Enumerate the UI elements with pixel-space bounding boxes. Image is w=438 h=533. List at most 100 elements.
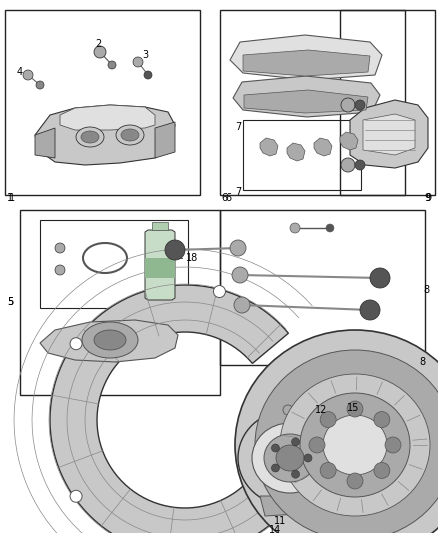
Text: 9: 9 (424, 193, 430, 203)
Circle shape (23, 70, 33, 80)
Ellipse shape (81, 131, 99, 143)
Circle shape (70, 338, 82, 350)
Polygon shape (60, 105, 155, 130)
Text: 1: 1 (7, 193, 13, 203)
Bar (220, 10, 405, 195)
Text: 8: 8 (423, 285, 429, 295)
Text: 5: 5 (7, 297, 13, 307)
Text: 11: 11 (274, 516, 286, 527)
Ellipse shape (300, 393, 410, 497)
Circle shape (94, 46, 106, 58)
Ellipse shape (82, 322, 138, 358)
Circle shape (234, 297, 250, 313)
Circle shape (309, 437, 325, 453)
Bar (145, 258, 175, 278)
Text: 1: 1 (9, 193, 15, 203)
Text: 6: 6 (221, 193, 227, 203)
Polygon shape (340, 132, 358, 150)
Circle shape (355, 160, 365, 170)
Polygon shape (50, 285, 302, 533)
Circle shape (290, 223, 300, 233)
Circle shape (232, 267, 248, 283)
Circle shape (292, 470, 300, 478)
Polygon shape (243, 50, 370, 76)
Circle shape (165, 240, 185, 260)
Text: 8: 8 (419, 357, 425, 367)
Text: 9: 9 (425, 193, 431, 203)
Circle shape (304, 454, 312, 462)
Ellipse shape (264, 434, 316, 482)
Text: 6: 6 (225, 193, 231, 203)
Text: 7: 7 (235, 187, 241, 197)
Circle shape (320, 463, 336, 479)
Circle shape (326, 224, 334, 232)
Circle shape (361, 422, 371, 432)
Ellipse shape (76, 127, 104, 147)
Ellipse shape (94, 330, 126, 350)
Polygon shape (260, 496, 315, 516)
Ellipse shape (121, 129, 139, 141)
Ellipse shape (280, 374, 430, 516)
Circle shape (374, 411, 390, 427)
Text: 5: 5 (7, 297, 13, 307)
Circle shape (272, 464, 279, 472)
Polygon shape (40, 320, 178, 362)
Circle shape (283, 405, 293, 415)
Ellipse shape (255, 350, 438, 533)
Circle shape (347, 401, 363, 417)
Circle shape (272, 444, 279, 452)
Ellipse shape (252, 423, 328, 493)
Circle shape (370, 268, 390, 288)
Text: 18: 18 (186, 253, 198, 263)
Polygon shape (152, 222, 168, 230)
Bar (5, 10, 200, 195)
Text: 15: 15 (347, 403, 359, 413)
Ellipse shape (235, 330, 438, 533)
Polygon shape (35, 128, 55, 158)
Polygon shape (363, 114, 415, 155)
Ellipse shape (323, 415, 387, 475)
Polygon shape (35, 105, 175, 165)
Polygon shape (145, 230, 175, 300)
Circle shape (340, 414, 356, 430)
Circle shape (347, 473, 363, 489)
Circle shape (55, 265, 65, 275)
Bar (220, 210, 425, 365)
Text: 14: 14 (269, 525, 281, 533)
Circle shape (360, 300, 380, 320)
Circle shape (213, 286, 226, 297)
Text: 3: 3 (142, 50, 148, 60)
Circle shape (144, 71, 152, 79)
Polygon shape (233, 76, 380, 117)
Polygon shape (155, 122, 175, 158)
Ellipse shape (238, 410, 342, 506)
Text: 2: 2 (95, 39, 101, 49)
Circle shape (341, 158, 355, 172)
Bar (20, 210, 220, 395)
Circle shape (341, 98, 355, 112)
Text: 7: 7 (235, 122, 241, 132)
Circle shape (385, 437, 401, 453)
Circle shape (55, 243, 65, 253)
Circle shape (230, 240, 246, 256)
Circle shape (108, 61, 116, 69)
Circle shape (36, 81, 44, 89)
Polygon shape (230, 35, 382, 80)
Circle shape (374, 463, 390, 479)
Polygon shape (260, 138, 278, 156)
Ellipse shape (276, 445, 304, 471)
Polygon shape (314, 138, 332, 156)
Circle shape (70, 490, 82, 502)
Polygon shape (350, 100, 428, 168)
Polygon shape (307, 397, 328, 477)
Text: 4: 4 (17, 67, 23, 77)
Circle shape (320, 411, 336, 427)
Bar (40, 220, 188, 308)
Circle shape (355, 100, 365, 110)
Bar (340, 10, 435, 195)
Polygon shape (244, 90, 368, 113)
Text: 12: 12 (315, 405, 327, 415)
Bar (243, 120, 361, 190)
Polygon shape (287, 143, 305, 161)
Circle shape (292, 438, 300, 446)
